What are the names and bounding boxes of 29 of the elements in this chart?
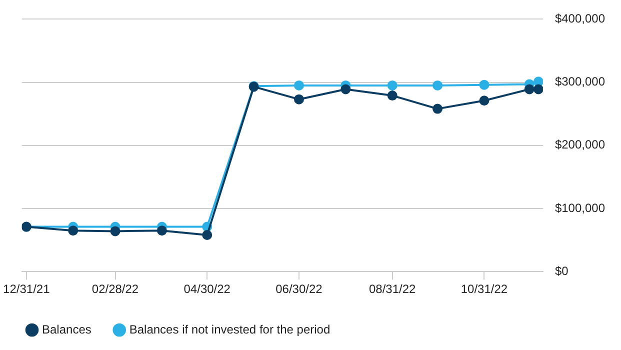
legend-label: Balances if not invested for the period [129, 322, 330, 336]
x-tick-label: 02/28/22 [92, 282, 139, 296]
point [479, 96, 490, 106]
point [387, 90, 398, 101]
point [533, 76, 543, 87]
x-tick-label: 06/30/22 [276, 282, 323, 296]
point [68, 226, 78, 236]
x-tick-label: 08/31/22 [368, 282, 416, 296]
legend-label: Balances [42, 322, 92, 336]
point [432, 80, 443, 90]
x-tick-label: 10/31/22 [460, 282, 508, 296]
point [340, 84, 351, 94]
point [387, 80, 398, 90]
y-tick-label: $200,000 [554, 138, 606, 152]
point [533, 84, 543, 94]
point [294, 94, 304, 104]
point [479, 80, 490, 90]
y-tick-label: $100,000 [554, 200, 606, 215]
x-tick-label: 04/30/22 [184, 282, 231, 296]
point [294, 80, 304, 90]
point [524, 84, 534, 94]
point [432, 104, 443, 114]
x-tick-label: 12/31/21 [3, 282, 50, 296]
point [202, 230, 212, 240]
point [156, 226, 167, 236]
y-tick-label: $300,000 [554, 74, 606, 89]
y-tick-label: $0 [554, 264, 569, 278]
y-tick-label: $400,000 [554, 12, 606, 26]
point [110, 226, 120, 236]
